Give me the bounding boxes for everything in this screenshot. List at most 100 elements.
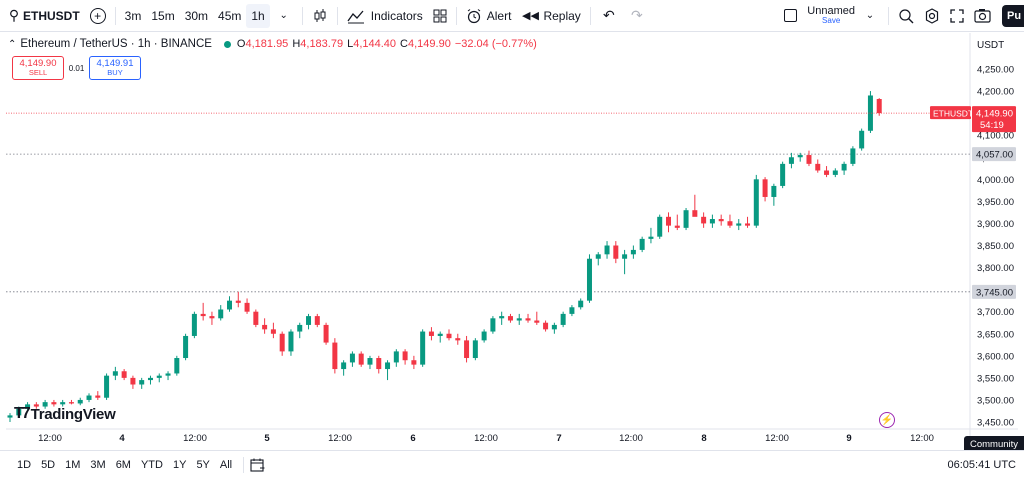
candle-body (824, 170, 830, 175)
range-all[interactable]: All (219, 458, 233, 471)
change-value: −32.04 (−0.77%) (454, 38, 537, 50)
candle-body (16, 408, 22, 416)
candle-body (639, 238, 645, 250)
candle-body (95, 395, 101, 398)
price-tick-label: 3,800.00 (977, 263, 1014, 274)
candle-body (841, 163, 847, 171)
fullscreen-icon (950, 8, 964, 23)
tradingview-logo[interactable]: T7 TradingView (14, 405, 116, 423)
lightning-icon[interactable]: ⚡ (879, 412, 895, 428)
chevron-up-icon[interactable]: ⌃ (8, 38, 17, 50)
candle-body (507, 316, 513, 321)
candle-body (806, 155, 812, 164)
last-price-text: 4,149.90 (976, 109, 1013, 120)
candle-body (165, 373, 171, 376)
price-tick-label: 3,450.00 (977, 418, 1014, 429)
candle-body (393, 351, 399, 363)
candle-body (428, 331, 434, 336)
interval-15m[interactable]: 15m (151, 8, 175, 23)
range-1m[interactable]: 1M (65, 458, 81, 471)
interval-3m[interactable]: 3m (124, 8, 142, 23)
candle-body (578, 300, 584, 308)
price-tick-label: 3,900.00 (977, 219, 1014, 230)
candle-body (156, 375, 162, 378)
bottom-toolbar: 1D 5D 1M 3M 6M YTD 1Y 5Y All 06:05:41 UT… (0, 450, 1024, 478)
candle-body (859, 130, 865, 149)
clock-timezone[interactable]: 06:05:41 UTC (947, 459, 1016, 471)
interval-1h[interactable]: 1h (246, 3, 270, 28)
layout-menu[interactable]: Unnamed Save ⌄ (802, 0, 884, 32)
candle-body (244, 302, 250, 312)
candle-body (622, 254, 628, 259)
quick-search-button[interactable] (893, 0, 919, 32)
range-6m[interactable]: 6M (115, 458, 131, 471)
toolbar-divider (301, 6, 303, 25)
symbol-title[interactable]: Ethereum / TetherUS · 1h · BINANCE (20, 38, 212, 50)
settings-button[interactable] (919, 0, 945, 32)
buy-price: 4,149.91 (96, 57, 134, 69)
tv-logo-icon: T7 (14, 405, 31, 422)
chart-type-button[interactable] (307, 0, 333, 32)
multi-layout-toggle[interactable] (779, 0, 802, 32)
interval-45m[interactable]: 45m (218, 8, 242, 23)
interval-dropdown[interactable]: ⌄ (270, 0, 298, 32)
candle-body (648, 236, 654, 239)
compare-symbol-button[interactable]: + (85, 0, 111, 32)
low-key: L (347, 38, 354, 50)
interval-30m[interactable]: 30m (184, 8, 209, 23)
hline-price-text: 3,745.00 (976, 287, 1013, 298)
search-icon: ⚲ (8, 7, 20, 23)
candle-body (411, 360, 417, 365)
publish-button[interactable]: Pu (1002, 5, 1024, 27)
square-icon (784, 9, 798, 22)
undo-button[interactable]: ↶ (595, 0, 623, 32)
candle-body (121, 371, 127, 378)
goto-date-button[interactable] (250, 458, 265, 472)
bar-countdown-text: 54:19 (980, 120, 1004, 131)
time-tick-label: 12:00 (474, 433, 498, 444)
candle-body (718, 219, 724, 222)
price-chart[interactable]: 4,250.004,200.004,150.004,100.004,050.00… (0, 0, 1024, 450)
community-button[interactable]: Community (964, 436, 1024, 453)
bottom-divider (243, 456, 245, 473)
currency-selector[interactable]: USDT (977, 40, 1005, 51)
candle-body (332, 342, 338, 370)
indicators-icon (347, 10, 364, 23)
candle-body (666, 216, 671, 226)
rewind-icon: ◀◀ (521, 10, 539, 22)
range-3m[interactable]: 3M (90, 458, 106, 471)
sell-label: SELL (28, 68, 48, 78)
candle-body (753, 179, 759, 226)
toolbar-divider (114, 6, 116, 25)
alert-button[interactable]: Alert (461, 0, 517, 32)
range-5d[interactable]: 5D (41, 458, 56, 471)
fullscreen-button[interactable] (945, 0, 969, 32)
buy-button[interactable]: 4,149.91 BUY (89, 56, 141, 80)
range-5y[interactable]: 5Y (196, 458, 210, 471)
price-tick-label: 3,950.00 (977, 197, 1014, 208)
candle-body (227, 300, 232, 310)
sell-button[interactable]: 4,149.90 SELL (12, 56, 64, 80)
candle-body (51, 402, 57, 405)
range-1y[interactable]: 1Y (172, 458, 187, 471)
candle-body (745, 223, 751, 226)
candle-body (534, 320, 540, 323)
time-tick-label: 6 (410, 433, 415, 444)
chevron-down-icon: ⌄ (279, 10, 288, 21)
templates-button[interactable] (428, 0, 452, 32)
candle-body (147, 377, 153, 381)
indicators-button[interactable]: Indicators (342, 0, 428, 32)
candle-body (797, 155, 803, 158)
snapshot-button[interactable] (969, 0, 996, 32)
candle-body (183, 335, 189, 359)
symbol-search[interactable]: ⚲ ETHUSDT (0, 0, 85, 32)
candle-body (692, 210, 698, 217)
candle-body (876, 99, 882, 114)
replay-button[interactable]: ◀◀ Replay (516, 0, 585, 32)
close-key: C (400, 38, 408, 50)
high-key: H (292, 38, 301, 50)
range-1d[interactable]: 1D (17, 458, 32, 471)
redo-button[interactable]: ↷ (623, 0, 651, 32)
candle-body (270, 329, 276, 334)
range-ytd[interactable]: YTD (140, 458, 163, 471)
